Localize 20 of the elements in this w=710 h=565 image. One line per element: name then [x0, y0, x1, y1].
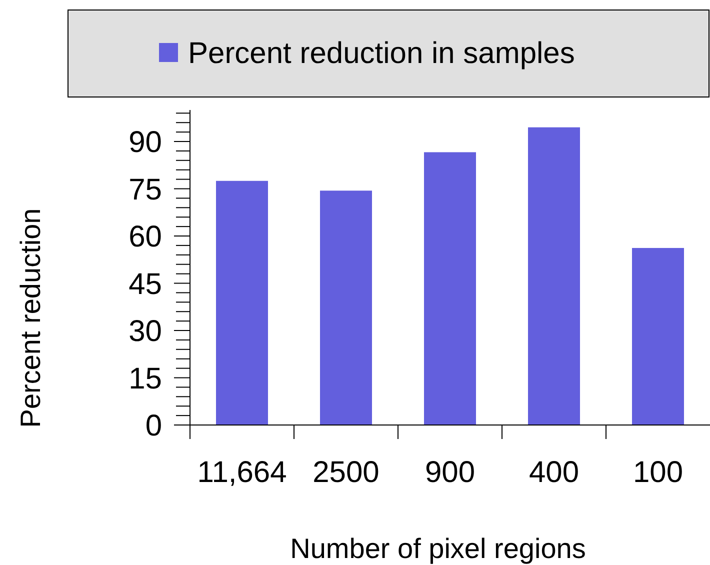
- y-tick-label: 75: [128, 173, 162, 206]
- bar: [424, 152, 476, 425]
- y-axis-title: Percent reduction: [15, 208, 46, 428]
- y-tick-label: 45: [128, 268, 162, 301]
- x-tick-label: 400: [528, 456, 580, 489]
- x-tick-label: 2500: [312, 456, 380, 489]
- x-tick-label: 11,664: [197, 456, 287, 489]
- y-tick-label: 0: [145, 410, 162, 442]
- legend-label: Percent reduction in samples: [188, 37, 575, 70]
- y-tick-label: 30: [128, 315, 162, 348]
- bar: [528, 127, 580, 425]
- y-tick-label: 15: [128, 362, 162, 396]
- bar: [320, 190, 372, 425]
- x-axis-title: Number of pixel regions: [290, 533, 586, 564]
- y-tick-label: 90: [128, 126, 162, 159]
- y-tick-label: 60: [128, 220, 162, 254]
- bar: [216, 180, 268, 425]
- x-tick-label: 100: [632, 456, 684, 489]
- x-tick-label: 900: [424, 456, 476, 489]
- bar: [632, 248, 684, 425]
